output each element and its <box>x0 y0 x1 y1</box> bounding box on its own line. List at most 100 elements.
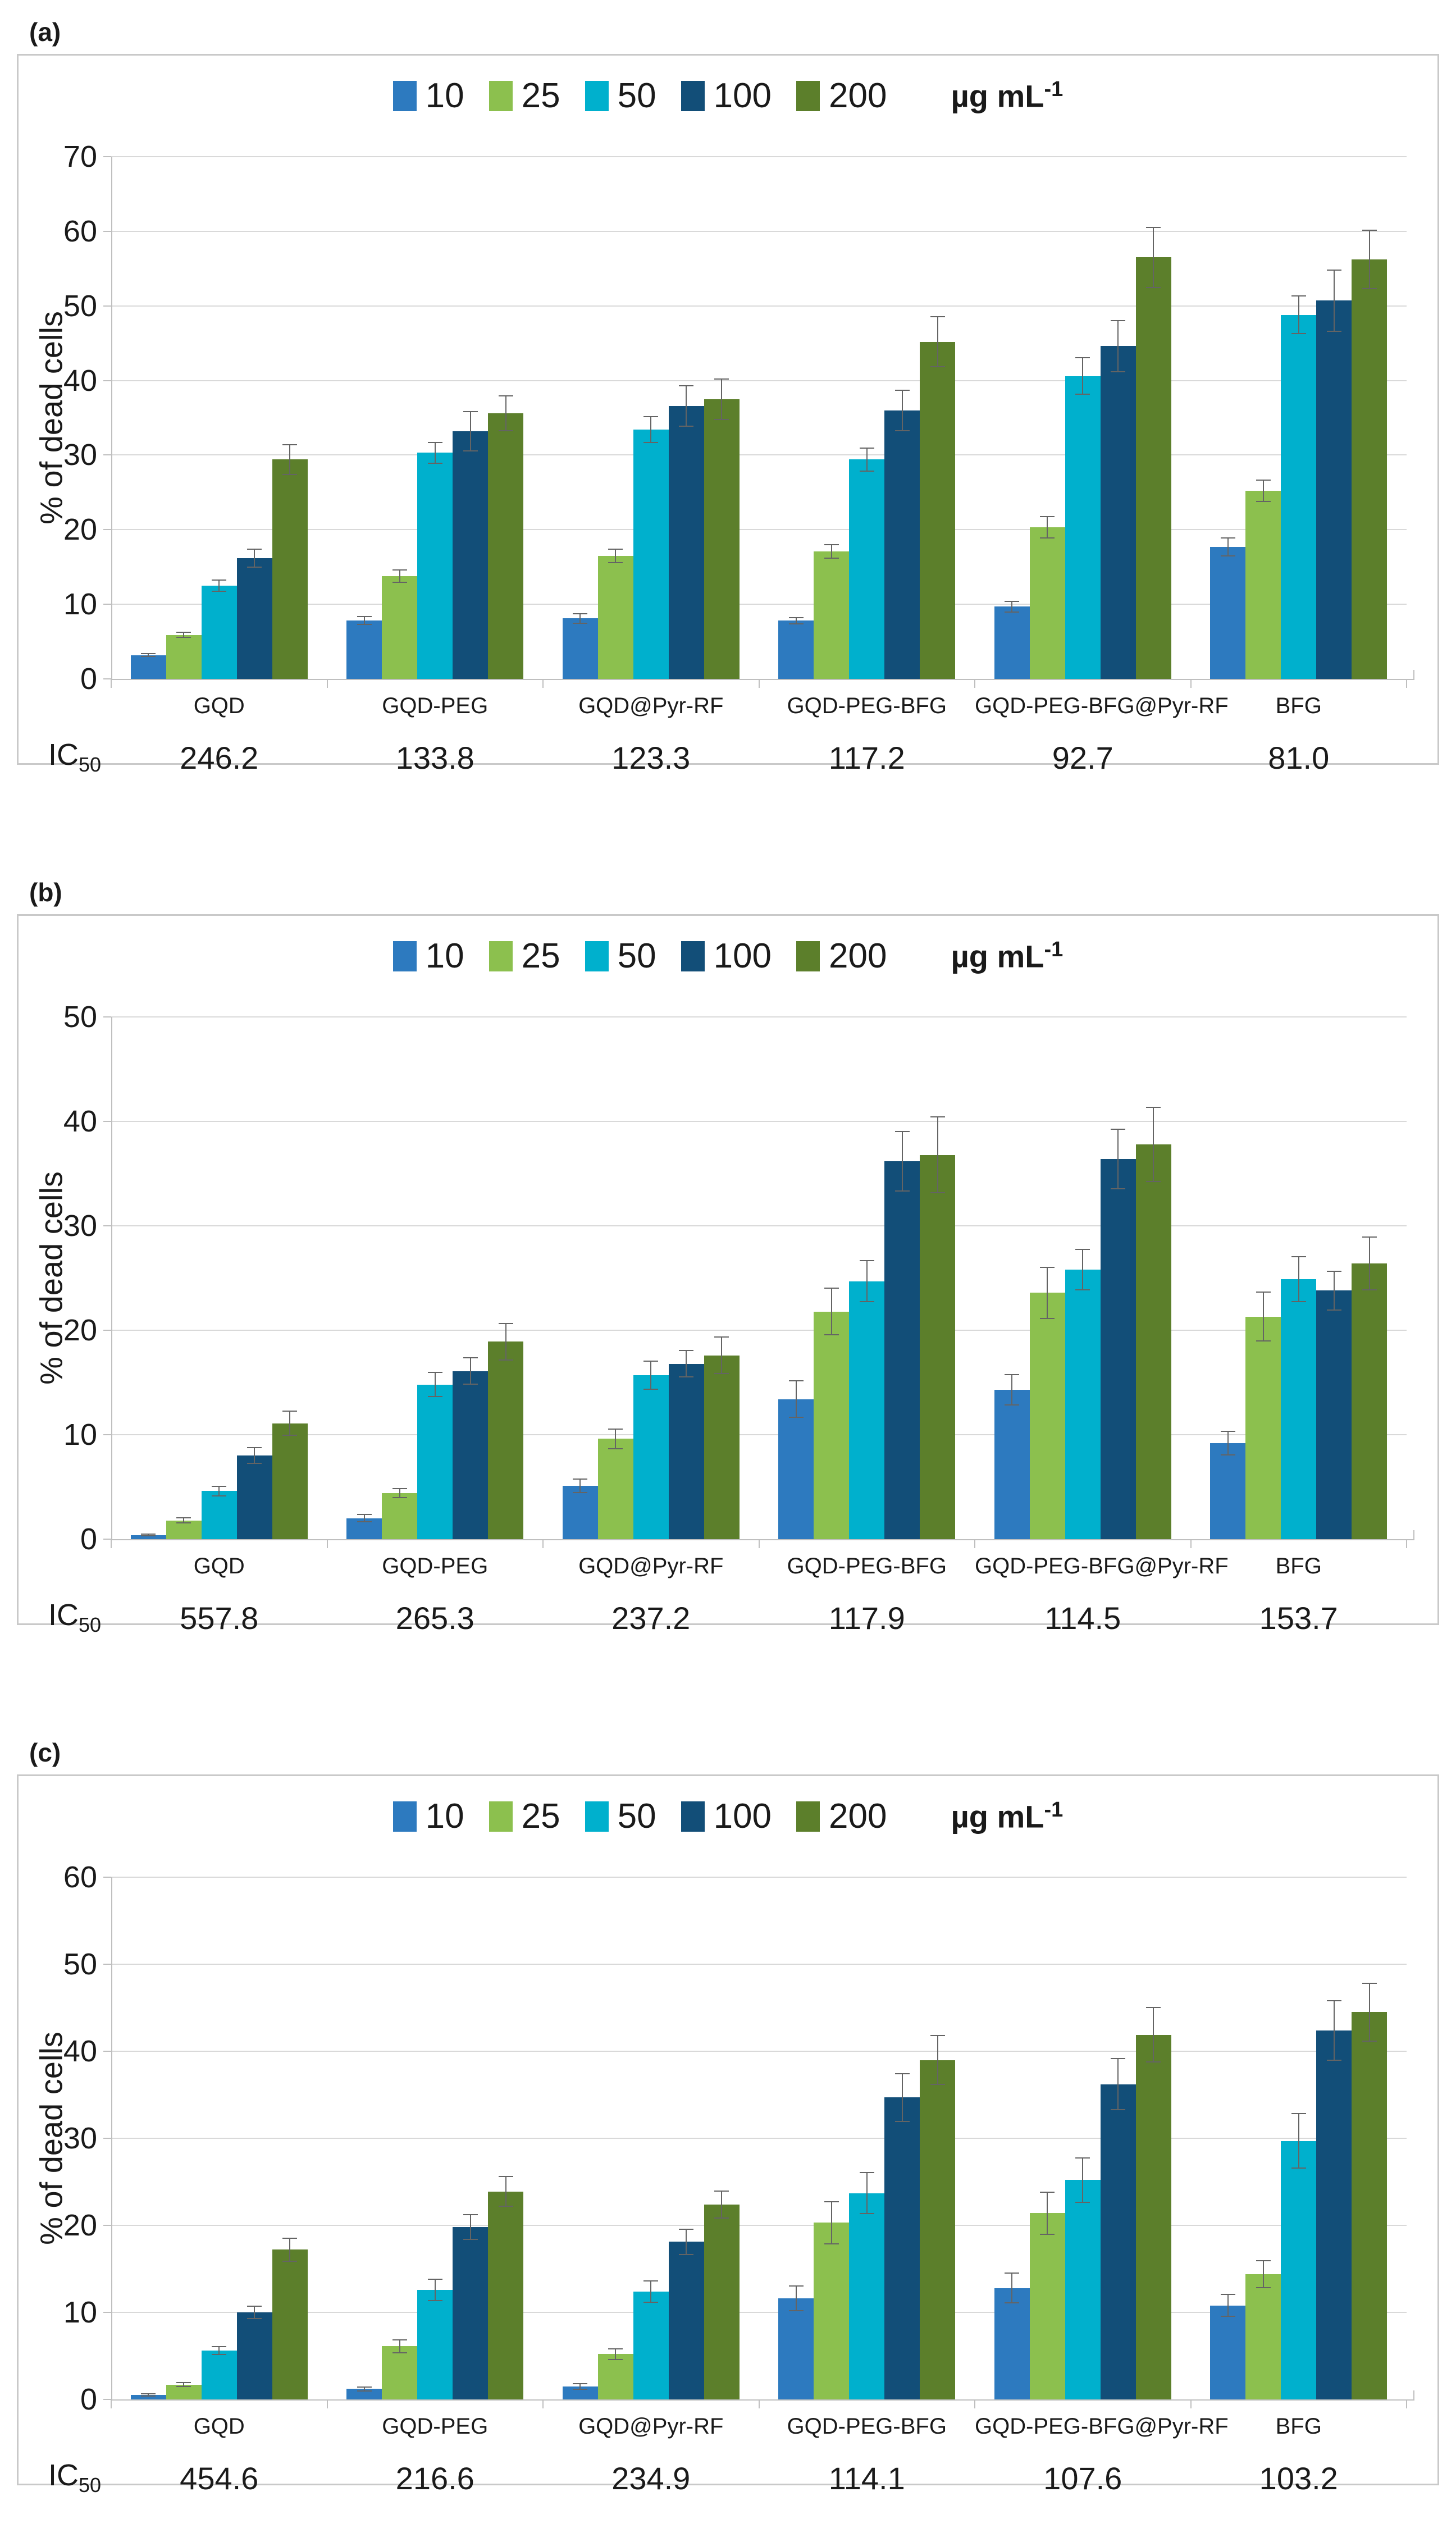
bar-50-GQD-PEG-BFG@Pyr-RF <box>1065 1270 1101 1539</box>
error-bar-line <box>795 617 797 624</box>
y-tick-mark <box>103 604 111 605</box>
bar-50-GQD <box>201 2351 237 2399</box>
category-label-GQD-PEG: GQD-PEG <box>382 1554 489 1578</box>
category-label-BFG: BFG <box>1275 2414 1322 2439</box>
error-bar <box>1362 230 1377 290</box>
ic50-value-GQD-PEG: 216.6 <box>395 2461 474 2496</box>
error-bar-cap-top <box>1040 516 1055 518</box>
error-bar-cap-bottom <box>643 1389 659 1390</box>
y-tick-label: 20 <box>63 1313 97 1347</box>
error-bar-cap-top <box>1040 1266 1055 1268</box>
bar-200-GQD-PEG-BFG <box>920 1155 956 1539</box>
error-bar-cap-bottom <box>714 1373 729 1375</box>
bar-50-BFG <box>1281 314 1317 679</box>
error-bar-cap-top <box>141 1533 156 1535</box>
error-bar-cap-top <box>788 1380 804 1382</box>
y-tick-label: 0 <box>80 662 97 696</box>
error-bar <box>859 1260 874 1302</box>
x-axis-end-tick <box>1413 1530 1414 1539</box>
error-bar-line <box>1082 1248 1084 1291</box>
ic50-value-GQD@Pyr-RF: 237.2 <box>611 1600 691 1636</box>
bar-200-GQD-PEG <box>488 2191 524 2399</box>
x-tick-mark <box>111 679 112 688</box>
y-tick-mark <box>103 2312 111 2313</box>
error-bar <box>141 1533 156 1537</box>
error-bar <box>427 441 442 464</box>
error-bar-cap-bottom <box>643 2301 659 2303</box>
error-bar-cap-bottom <box>1111 371 1126 372</box>
ic50-value-BFG: 81.0 <box>1268 740 1330 775</box>
error-bar-line <box>937 2034 938 2086</box>
error-bar-cap-top <box>1040 2191 1055 2193</box>
x-tick-mark <box>974 1539 975 1548</box>
error-bar <box>679 385 694 427</box>
error-bar <box>1291 295 1306 335</box>
legend-label: 200 <box>829 1797 887 1836</box>
error-bar <box>824 1287 839 1336</box>
error-bar-cap-bottom <box>1040 537 1055 539</box>
error-bar <box>1005 600 1020 613</box>
error-bar-cap-bottom <box>1040 1317 1055 1319</box>
x-tick-mark <box>758 1539 760 1548</box>
error-bar-line <box>650 1360 652 1390</box>
error-bar-cap-bottom <box>679 425 694 427</box>
error-bar <box>788 2285 804 2312</box>
y-tick-label: 70 <box>63 140 97 174</box>
error-bar <box>392 1487 407 1499</box>
error-bar-cap-bottom <box>1040 2234 1055 2235</box>
bar-10-BFG <box>1210 1443 1246 1539</box>
y-tick-label: 40 <box>63 1105 97 1138</box>
error-bar-cap-top <box>212 1486 227 1487</box>
bar-10-GQD-PEG-BFG <box>778 1399 814 1539</box>
legend-label: 25 <box>521 1797 560 1836</box>
error-bar <box>894 1130 910 1192</box>
error-bar-cap-top <box>573 2383 588 2384</box>
gridline-50 <box>111 305 1407 307</box>
category-label-GQD: GQD <box>193 693 245 718</box>
error-bar-line <box>1117 320 1119 372</box>
error-bar-line <box>866 1260 868 1302</box>
error-bar <box>1256 1292 1271 1342</box>
error-bar-line <box>1227 2294 1229 2317</box>
y-tick-label: 0 <box>80 1522 97 1556</box>
x-axis-line <box>111 1539 1414 1540</box>
error-bar-cap-bottom <box>427 1396 442 1398</box>
x-axis-line <box>111 679 1414 680</box>
ic50-value-GQD@Pyr-RF: 234.9 <box>611 2461 691 2496</box>
error-bar-cap-top <box>643 1360 659 1362</box>
legend-item-100: 100 <box>681 76 772 116</box>
category-label-GQD-PEG: GQD-PEG <box>382 693 489 718</box>
gridline-10 <box>111 2312 1407 2313</box>
error-bar-cap-bottom <box>930 366 945 367</box>
legend-label: 50 <box>617 76 656 115</box>
error-bar-cap-bottom <box>714 418 729 420</box>
error-bar <box>1040 2191 1055 2235</box>
category-label-GQD-PEG-BFG@Pyr-RF: GQD-PEG-BFG@Pyr-RF <box>975 693 1229 718</box>
bar-100-GQD-PEG <box>453 1371 489 1539</box>
error-bar-cap-bottom <box>894 2120 910 2122</box>
error-bar-cap-bottom <box>427 463 442 464</box>
ic50-value-GQD: 557.8 <box>180 1600 259 1636</box>
error-bar-line <box>721 2191 723 2219</box>
y-tick-mark <box>103 305 111 307</box>
bar-100-GQD <box>236 1455 272 1539</box>
error-bar <box>1291 2113 1306 2169</box>
y-tick-label: 20 <box>63 2208 97 2242</box>
bar-25-GQD-PEG-BFG <box>814 1311 850 1539</box>
error-bar-cap-bottom <box>1362 1289 1377 1291</box>
error-bar <box>247 548 262 568</box>
error-bar-cap-top <box>1075 2157 1090 2159</box>
bar-25-GQD@Pyr-RF <box>597 1439 633 1539</box>
error-bar <box>859 448 874 472</box>
bar-200-GQD-PEG-BFG@Pyr-RF <box>1135 1144 1171 1539</box>
error-bar-line <box>399 569 400 583</box>
bar-10-GQD@Pyr-RF <box>562 2386 598 2399</box>
bar-10-BFG <box>1210 546 1246 679</box>
panel-letter-c: (c) <box>29 1738 61 1767</box>
error-bar-cap-top <box>1220 1430 1235 1432</box>
y-axis-title: % of dead cells <box>33 1171 69 1385</box>
gridline-30 <box>111 454 1407 456</box>
error-bar-line <box>363 2386 365 2392</box>
error-bar-cap-bottom <box>247 567 262 568</box>
error-bar-cap-bottom <box>1326 331 1341 332</box>
